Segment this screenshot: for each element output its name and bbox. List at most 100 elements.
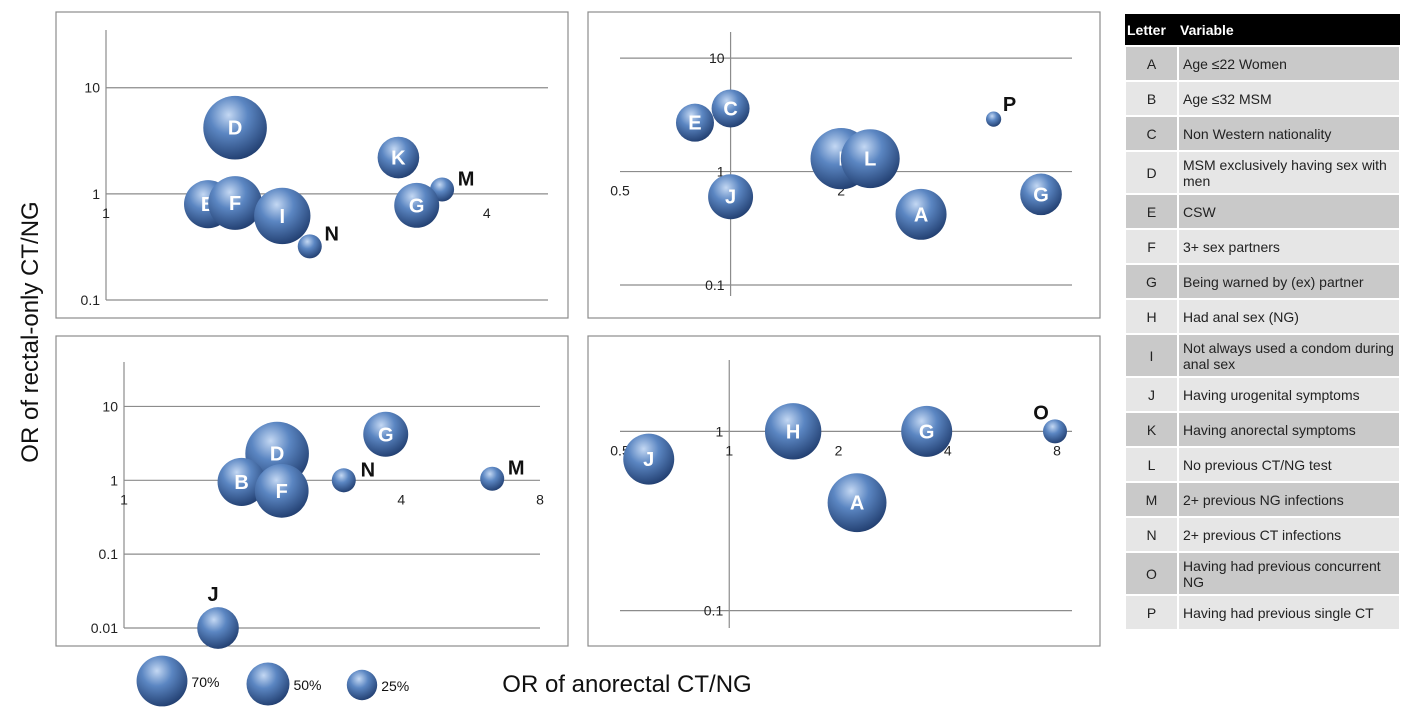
- x-tick-label: 4: [944, 442, 952, 458]
- size-legend-bubble: [246, 662, 290, 706]
- bubble-label-p: P: [1003, 94, 1016, 116]
- y-tick-label: 1: [92, 186, 100, 202]
- bubble-label-g: G: [919, 421, 935, 443]
- bubble-label-n: N: [361, 459, 375, 481]
- bubble-label-m: M: [458, 168, 475, 190]
- bubble-f: [254, 463, 309, 518]
- table-row: N 2+ previous CT infections: [1124, 516, 1401, 553]
- bubble-label-o: O: [1033, 402, 1049, 424]
- y-tick-label: 1: [717, 164, 725, 180]
- x-tick-label: 0.5: [610, 183, 630, 199]
- table-row: B Age ≤32 MSM: [1124, 80, 1401, 117]
- table-cell-letter: I: [1124, 333, 1179, 378]
- bubble-k: [377, 136, 420, 179]
- table-cell-variable: Age ≤22 Women: [1177, 45, 1401, 82]
- bubble-n: [331, 468, 356, 493]
- y-tick-label: 0.1: [81, 292, 101, 308]
- bubble-label-f: F: [276, 481, 288, 503]
- bubble-e: [675, 103, 714, 142]
- size-legend-label: 50%: [293, 677, 321, 693]
- table-cell-letter: P: [1124, 594, 1179, 631]
- bubble-h: [764, 403, 822, 460]
- bubble-label-a: A: [850, 493, 864, 515]
- bubble-j: [708, 174, 754, 220]
- table-cell-letter: A: [1124, 45, 1179, 82]
- table-row: F 3+ sex partners: [1124, 228, 1401, 265]
- bubble-j: [623, 433, 675, 485]
- x-tick-label: 8: [1053, 442, 1061, 458]
- table-row: M 2+ previous NG infections: [1124, 481, 1401, 518]
- table-row: I Not always used a condom during anal se…: [1124, 333, 1401, 378]
- bubble-label-g: G: [378, 424, 394, 446]
- table-cell-variable: Age ≤32 MSM: [1177, 80, 1401, 117]
- table-cell-variable: Had anal sex (NG): [1177, 298, 1401, 335]
- table-cell-letter: F: [1124, 228, 1179, 265]
- table-cell-variable: Not always used a condom during anal sex: [1177, 333, 1401, 378]
- table-cell-letter: B: [1124, 80, 1179, 117]
- table-cell-letter: K: [1124, 411, 1179, 448]
- table-cell-variable: Having urogenital symptoms: [1177, 376, 1401, 413]
- bubble-g: [394, 182, 440, 228]
- table-cell-letter: E: [1124, 193, 1179, 230]
- table-cell-variable: No previous CT/NG test: [1177, 446, 1401, 483]
- bubble-a: [827, 473, 887, 533]
- bubble-label-f: F: [229, 193, 241, 215]
- x-tick-label: 2: [835, 442, 843, 458]
- bubble-d: [203, 95, 267, 160]
- size-legend: 70% 50% 25%: [136, 655, 409, 707]
- bubble-label-l: L: [864, 149, 876, 171]
- chart-panels: 0.1110124DKMBFIGN0.11100.52ECJILAPG0.010…: [55, 11, 1101, 649]
- bubble-label-k: K: [391, 148, 406, 170]
- table-cell-letter: D: [1124, 150, 1179, 195]
- table-cell-letter: M: [1124, 481, 1179, 518]
- table-header-letter: Letter: [1125, 14, 1178, 46]
- bubble-a: [895, 188, 947, 240]
- x-axis-title: OR of anorectal CT/NG: [502, 671, 751, 698]
- y-axis-title: OR of rectal-only CT/NG: [17, 201, 44, 462]
- bubble-label-d: D: [228, 118, 242, 140]
- table-cell-letter: L: [1124, 446, 1179, 483]
- x-tick-label: 1: [120, 491, 128, 507]
- bubble-label-i: I: [279, 206, 285, 228]
- chart-panel: 0.010.11101248GDBFNMJ: [55, 335, 569, 649]
- size-legend-label: 25%: [381, 678, 409, 694]
- bubble-j: [197, 607, 239, 649]
- bubble-l: [840, 129, 900, 189]
- bubble-n: [297, 234, 322, 259]
- bubble-label-d: D: [270, 444, 284, 466]
- table-row: K Having anorectal symptoms: [1124, 411, 1401, 448]
- table-cell-variable: Having had previous concurrent NG: [1177, 551, 1401, 596]
- size-legend-bubble: [136, 655, 188, 707]
- y-tick-label: 1: [715, 423, 723, 439]
- y-tick-label: 0.01: [91, 620, 118, 636]
- table-row: D MSM exclusively having sex with men: [1124, 150, 1401, 195]
- bubble-g: [363, 411, 409, 457]
- bubble-g: [901, 405, 953, 457]
- x-tick-label: 4: [397, 491, 405, 507]
- x-tick-label: 4: [483, 205, 491, 221]
- bubble-label-a: A: [914, 204, 928, 226]
- table-row: C Non Western nationality: [1124, 115, 1401, 152]
- x-tick-label: 8: [536, 491, 544, 507]
- bubble-b: [217, 457, 266, 506]
- bubble-label-g: G: [1033, 184, 1049, 206]
- bubble-g: [1020, 173, 1062, 216]
- bubble-label-h: H: [786, 421, 800, 443]
- size-legend-label: 70%: [191, 674, 219, 690]
- y-tick-label: 0.1: [705, 277, 725, 293]
- table-cell-variable: Having had previous single CT: [1177, 594, 1401, 631]
- table-row: O Having had previous concurrent NG: [1124, 551, 1401, 596]
- size-legend-bubble: [346, 669, 378, 701]
- x-tick-label: 2: [837, 183, 845, 199]
- table-row: J Having urogenital symptoms: [1124, 376, 1401, 413]
- bubble-m: [480, 466, 505, 491]
- bubble-label-j: J: [643, 449, 654, 471]
- panel-frame: [55, 335, 569, 647]
- bubble-label-j: J: [725, 187, 736, 209]
- table-cell-letter: J: [1124, 376, 1179, 413]
- table-cell-variable: CSW: [1177, 193, 1401, 230]
- bubble-label-m: M: [508, 458, 525, 480]
